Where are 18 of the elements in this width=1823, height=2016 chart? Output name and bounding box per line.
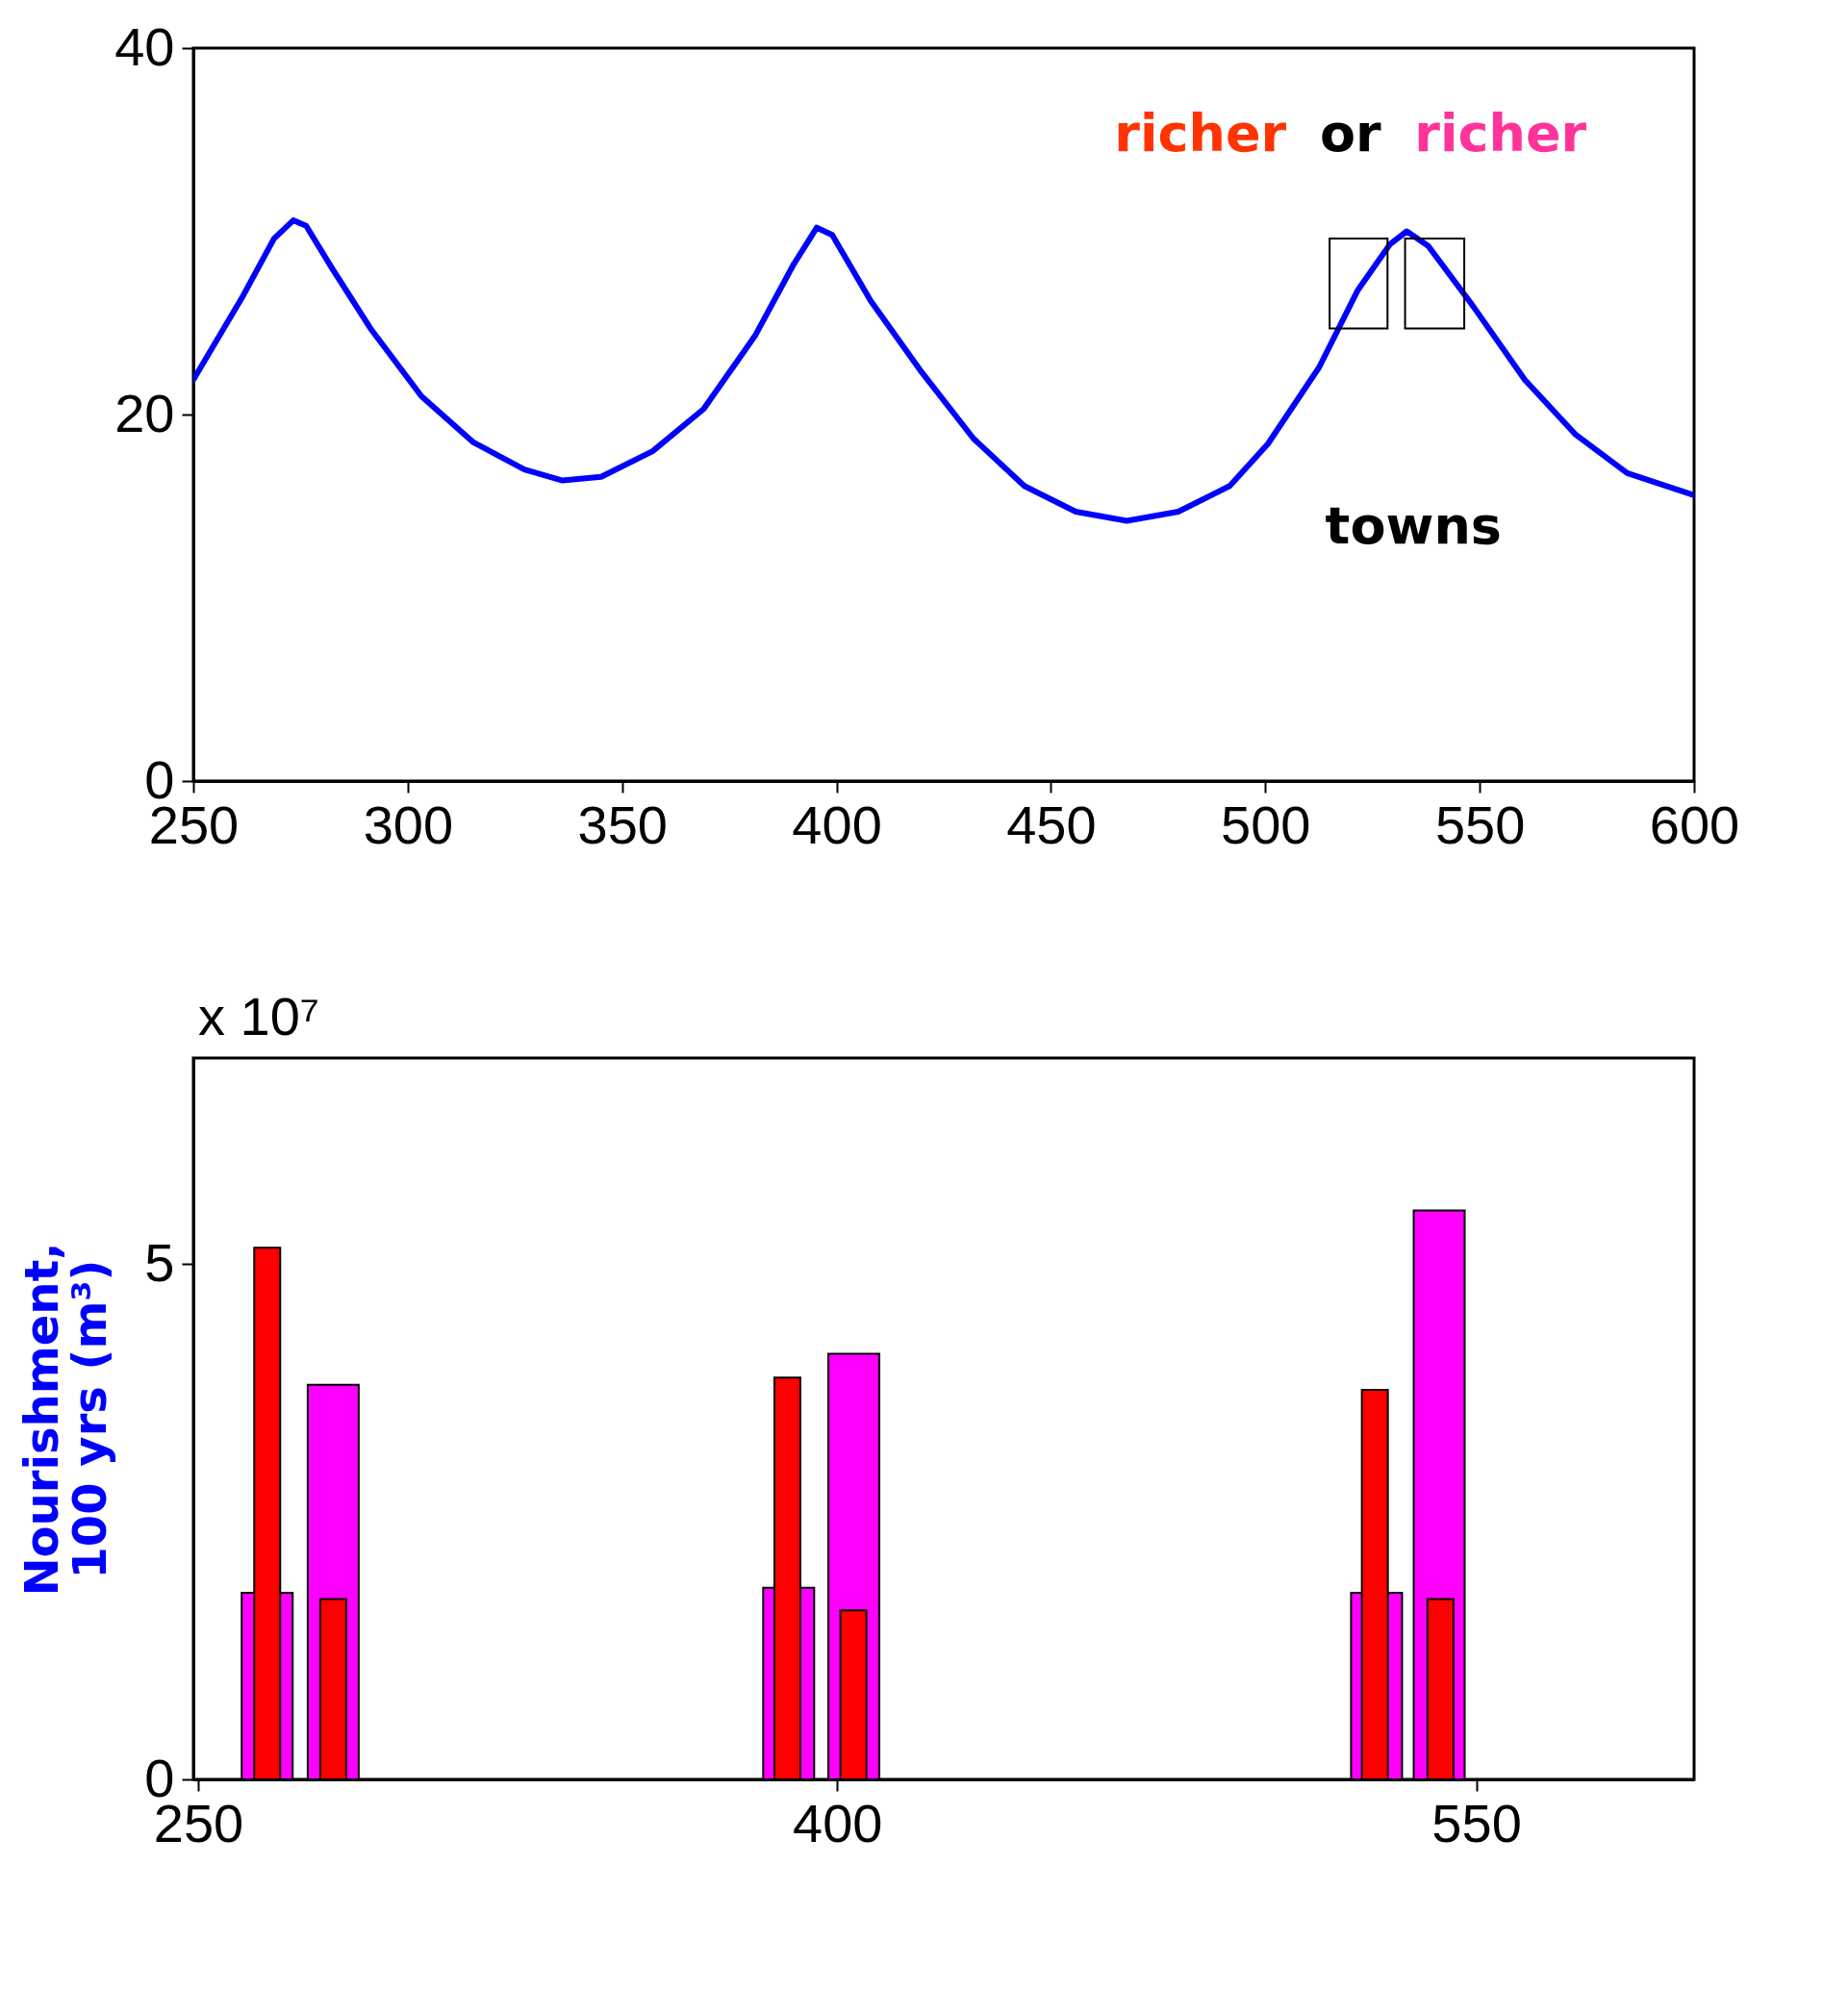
annotation: richer [1414,103,1587,164]
x-tick-label: 500 [1221,794,1311,855]
y-axis-title: Nourishment, 100 yrs (m³) [14,1242,117,1597]
y-tick-label: 40 [114,15,175,77]
annotation: richer [1114,103,1287,164]
annotation: towns [1325,495,1502,557]
x-tick-label: 450 [1006,794,1097,855]
x-tick-label: 600 [1649,794,1740,855]
x-tick-label: 300 [363,794,454,855]
x-tick-label: 550 [1431,1792,1522,1853]
x-tick-label: 550 [1434,794,1526,855]
x-tick-label: 400 [793,1792,883,1853]
text: x 10⁷ [198,986,320,1046]
x-tick-label: 400 [792,794,882,855]
y-tick-label: 5 [144,1231,175,1293]
annotation: or [1319,103,1381,164]
x-tick-label: 350 [577,794,668,855]
y-tick-label: 20 [114,382,175,443]
